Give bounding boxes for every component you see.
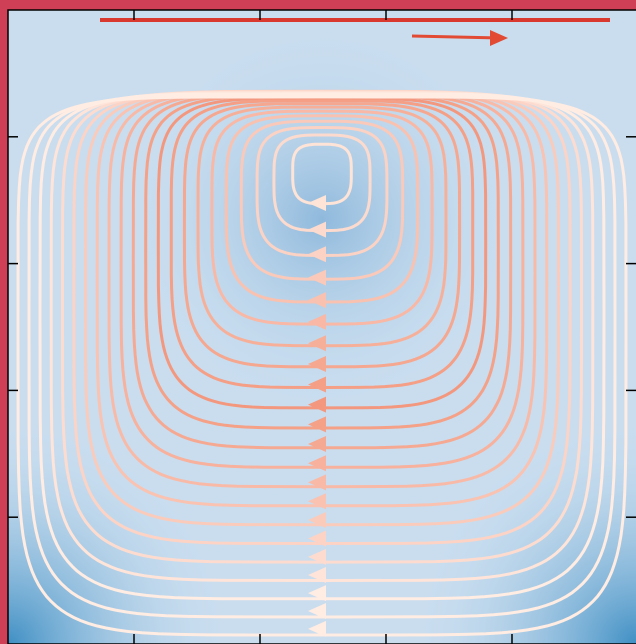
streamline [144, 94, 500, 430]
arrow [308, 435, 326, 452]
arrow [308, 493, 326, 510]
arrow [308, 511, 326, 528]
streamline [272, 133, 372, 233]
streamline [255, 125, 389, 258]
arrow [308, 416, 326, 433]
streamline [196, 105, 448, 348]
arrow [308, 585, 326, 602]
arrow [308, 292, 326, 309]
streamline [83, 89, 560, 527]
arrow [308, 396, 326, 413]
streamline [182, 102, 462, 369]
arrow [308, 313, 326, 330]
streamline [411, 34, 501, 40]
streamline [95, 89, 549, 508]
arrow [308, 455, 326, 472]
arrow [308, 269, 326, 286]
arrow [308, 195, 326, 212]
streamline [239, 119, 405, 281]
arrow [308, 603, 326, 620]
streamline [156, 96, 488, 410]
axes-frame [7, 9, 636, 644]
arrow [308, 335, 326, 352]
streamline [224, 114, 420, 304]
arrow [308, 620, 326, 637]
arrow [308, 376, 326, 393]
streamline [169, 99, 475, 390]
streamline [291, 142, 353, 206]
arrow [308, 221, 326, 238]
arrow [308, 567, 326, 584]
arrow [308, 474, 326, 491]
streamline [210, 109, 434, 326]
arrow [308, 356, 326, 373]
streamline [16, 95, 628, 637]
streamline [119, 91, 525, 469]
streamline [107, 90, 537, 489]
arrow [308, 548, 326, 565]
arrow [308, 246, 326, 263]
arrow [308, 530, 326, 547]
streamline [131, 92, 513, 450]
